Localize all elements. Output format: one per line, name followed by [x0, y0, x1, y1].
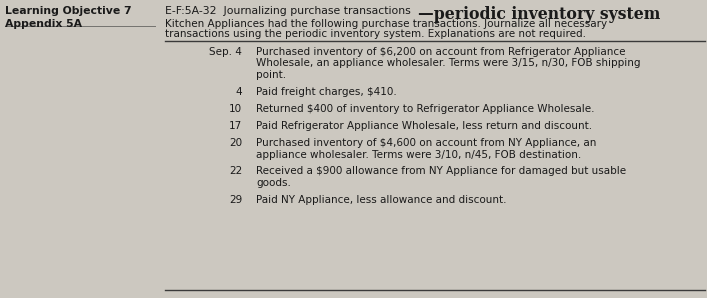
Text: Sep. 4: Sep. 4 [209, 47, 242, 57]
Text: transactions using the periodic inventory system. Explanations are not required.: transactions using the periodic inventor… [165, 29, 586, 39]
Text: Learning Objective 7: Learning Objective 7 [5, 6, 132, 16]
Text: Wholesale, an appliance wholesaler. Terms were 3/15, n/30, FOB shipping: Wholesale, an appliance wholesaler. Term… [256, 58, 641, 69]
Text: Paid Refrigerator Appliance Wholesale, less return and discount.: Paid Refrigerator Appliance Wholesale, l… [256, 121, 592, 131]
Text: —periodic inventory system: —periodic inventory system [165, 6, 660, 23]
Text: Paid freight charges, $410.: Paid freight charges, $410. [256, 87, 397, 97]
Text: Kitchen Appliances had the following purchase transactions. Journalize all neces: Kitchen Appliances had the following pur… [165, 19, 607, 29]
Text: Appendix 5A: Appendix 5A [5, 19, 82, 29]
Text: 29: 29 [229, 195, 242, 205]
Text: Purchased inventory of $4,600 on account from NY Appliance, an: Purchased inventory of $4,600 on account… [256, 138, 597, 148]
Text: 4: 4 [235, 87, 242, 97]
Text: 22: 22 [229, 167, 242, 176]
Text: 17: 17 [229, 121, 242, 131]
Text: 20: 20 [229, 138, 242, 148]
Text: Received a $900 allowance from NY Appliance for damaged but usable: Received a $900 allowance from NY Applia… [256, 167, 626, 176]
Text: point.: point. [256, 70, 286, 80]
Text: Returned $400 of inventory to Refrigerator Appliance Wholesale.: Returned $400 of inventory to Refrigerat… [256, 104, 595, 114]
Text: appliance wholesaler. Terms were 3/10, n/45, FOB destination.: appliance wholesaler. Terms were 3/10, n… [256, 150, 581, 159]
Text: 10: 10 [229, 104, 242, 114]
Text: Paid NY Appliance, less allowance and discount.: Paid NY Appliance, less allowance and di… [256, 195, 506, 205]
Text: goods.: goods. [256, 178, 291, 188]
Text: Purchased inventory of $6,200 on account from Refrigerator Appliance: Purchased inventory of $6,200 on account… [256, 47, 626, 57]
Text: E-F:5A-32  Journalizing purchase transactions: E-F:5A-32 Journalizing purchase transact… [165, 6, 411, 16]
